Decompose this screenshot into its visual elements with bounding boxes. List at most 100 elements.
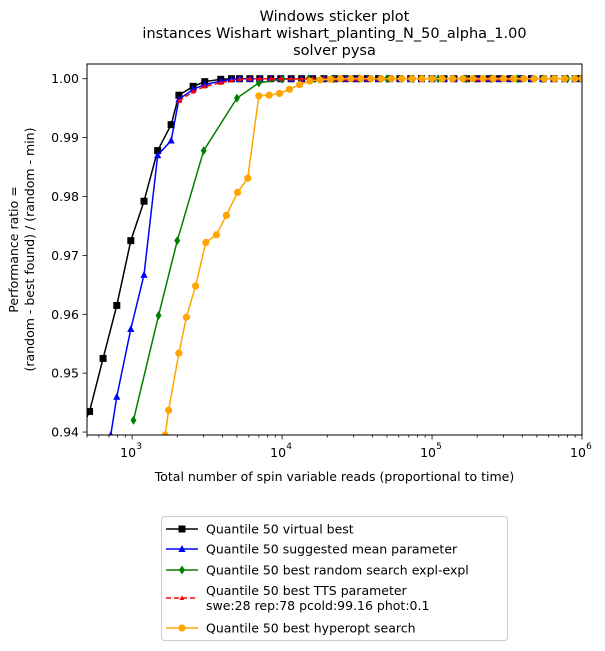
data-point [233,93,240,103]
data-point [347,75,355,83]
data-point [469,75,477,83]
y-axis-label-line: Performance ratio = [6,186,21,312]
legend-item-4: Quantile 50 best hyperopt search [166,621,416,636]
data-point [212,231,221,239]
legend-item-1: Quantile 50 suggested mean parameter [166,542,458,557]
legend-marker [179,595,185,600]
data-point [140,270,148,278]
y-tick-label: 0.95 [51,366,79,381]
data-point [175,91,183,99]
legend-item-2: Quantile 50 best random search expl-expl [166,563,469,578]
x-tick-exponent: 4 [286,442,292,452]
data-point [222,211,230,219]
x-tick-label: 10 [570,445,586,460]
data-point [418,75,426,83]
x-tick-label: 10 [120,445,136,460]
data-point [154,147,162,155]
legend-marker [178,525,186,533]
data-point [127,325,135,332]
y-tick-label: 1.00 [51,71,79,86]
legend-label: Quantile 50 suggested mean parameter [206,542,458,557]
x-tick-exponent: 3 [136,442,142,452]
data-point [540,75,548,83]
data-point [278,76,284,81]
data-point [167,136,175,144]
data-point [229,77,234,83]
x-tick-exponent: 5 [436,442,442,452]
data-point [175,349,183,357]
plot-area [87,64,582,435]
data-point [167,121,175,129]
data-point [489,75,497,83]
data-point [459,75,467,83]
x-tick-label: 10 [420,445,436,460]
data-point [571,75,579,83]
data-point [244,174,252,182]
data-point [530,75,538,83]
legend-box [161,516,508,641]
data-point [113,392,121,400]
legend-marker [179,565,185,575]
data-point [377,75,385,83]
data-point [99,354,107,362]
y-tick-label: 0.97 [51,248,79,263]
data-point [438,75,446,83]
data-point [218,80,224,85]
y-tick-label: 0.99 [51,130,79,145]
data-point [268,76,274,81]
legend-label: Quantile 50 best hyperopt search [206,621,416,636]
data-point [234,188,242,196]
data-point [202,238,210,247]
title-line: solver pysa [293,43,376,59]
data-point [190,89,196,94]
legend-label: Quantile 50 best random search expl-expl [206,563,469,578]
data-point [127,237,135,245]
data-point [154,151,162,159]
data-point [174,236,181,246]
data-point [296,81,304,89]
data-point [265,91,273,99]
y-tick-label: 0.96 [51,307,79,322]
legend-label: Quantile 50 virtual best [206,522,354,537]
data-point [130,415,137,425]
data-point [182,313,190,321]
data-point [161,431,169,435]
data-point [285,85,294,93]
data-point [288,76,294,81]
x-tick-exponent: 6 [586,442,592,452]
data-point [306,77,314,85]
plot-frame [86,63,583,436]
title-line: Windows sticker plot [260,9,410,25]
legend-label: swe:28 rep:78 pcold:99.16 phot:0.1 [206,598,429,613]
data-point [113,301,121,309]
series-group [87,74,582,435]
y-tick-label: 0.94 [51,425,79,440]
y-axis-label: Performance ratio = (random - best found)… [6,128,37,372]
data-point [578,75,582,83]
data-point [448,75,457,83]
data-point [255,92,263,100]
data-point [257,76,263,81]
data-point [560,75,569,83]
data-point [499,75,508,83]
data-point [398,75,406,83]
y-axis: 0.94 0.95 0.96 0.97 0.98 0.99 1.00 [51,71,87,440]
data-point [387,75,396,83]
legend-label: Quantile 50 best TTS parameter [206,583,408,598]
data-point [520,75,528,83]
data-point [237,76,242,82]
data-point [299,76,305,81]
y-tick-label: 0.98 [51,189,79,204]
data-point [316,76,324,84]
legend-item-0: Quantile 50 virtual best [166,522,354,537]
data-point [479,75,487,83]
data-point [164,406,173,414]
data-point [336,75,345,83]
data-point [275,89,284,98]
data-point [192,282,200,290]
x-axis-label: Total number of spin variable reads (pro… [154,469,515,484]
data-point [357,75,365,83]
data-point [87,407,94,415]
